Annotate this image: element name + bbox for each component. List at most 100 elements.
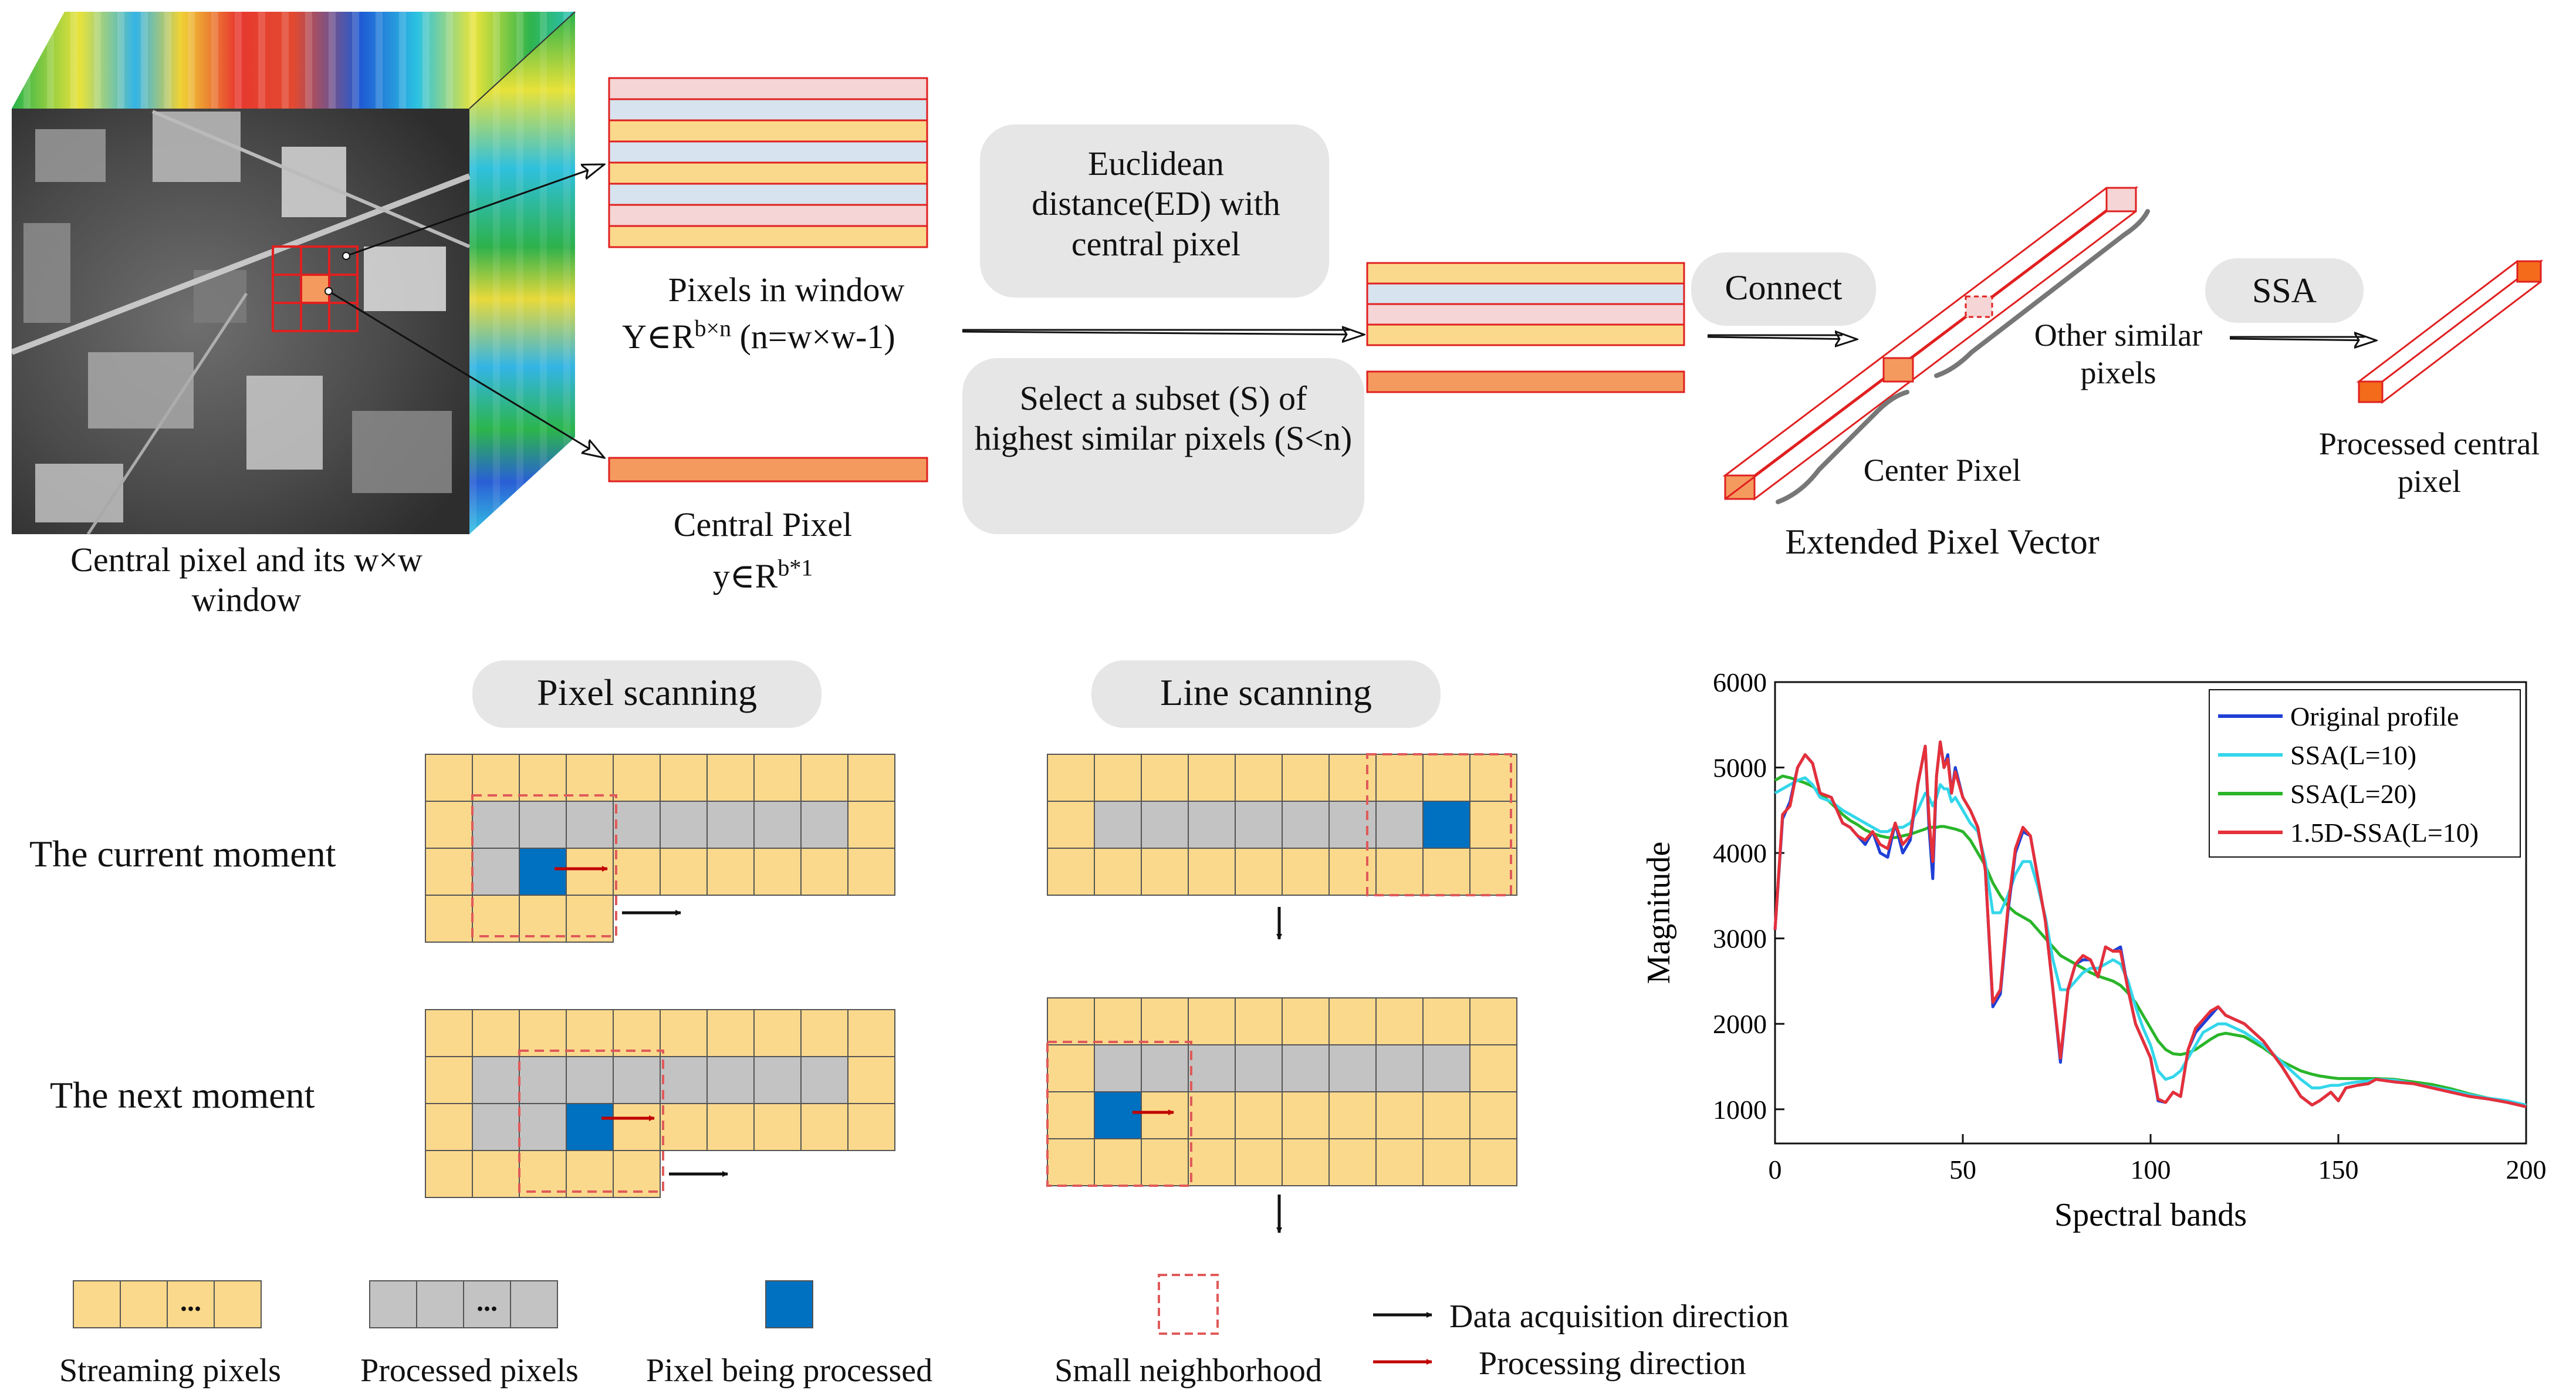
grid-cell — [1422, 1138, 1470, 1186]
grid-cell — [753, 848, 802, 896]
grid-cell — [1422, 848, 1470, 896]
grid-cell — [425, 1103, 473, 1151]
y-tick-label: 4000 — [1713, 838, 1767, 868]
line-scan-next-grid — [1047, 997, 1517, 1186]
grid-cell — [1141, 1091, 1189, 1139]
connect-pill — [1691, 252, 1876, 326]
central-pixel-bar — [608, 457, 928, 483]
grid-cell — [1422, 1091, 1470, 1139]
legend-processed-swatch — [369, 1280, 558, 1328]
grid-cell — [1235, 997, 1283, 1045]
grid-cell — [519, 895, 567, 943]
x-tick-label: 0 — [1769, 1155, 1782, 1185]
grid-cell — [425, 1009, 473, 1057]
grid-cell — [519, 801, 567, 849]
grid-cell — [1375, 801, 1424, 849]
legend-being-processed-label: Pixel being processed — [645, 1352, 933, 1389]
grid-cell — [706, 801, 755, 849]
grid-cell — [1328, 801, 1377, 849]
grid-cell — [1188, 754, 1236, 802]
connect-arrow — [1707, 337, 1857, 339]
cube-caption: Central pixel and its w×w window — [70, 541, 422, 619]
grid-cell — [1282, 848, 1330, 896]
grid-cell — [425, 801, 473, 849]
x-tick-label: 100 — [2131, 1155, 2171, 1185]
grid-cell — [425, 848, 473, 896]
grid-cell — [519, 1103, 567, 1151]
grid-cell — [1282, 754, 1330, 802]
window-formula-main: Y∈R — [622, 318, 695, 356]
legend-neighborhood-swatch — [1158, 1274, 1219, 1335]
y-tick-label: 6000 — [1713, 667, 1767, 697]
extended-vector-label: Extended Pixel Vector — [1785, 522, 2100, 561]
grid-cell — [613, 754, 661, 802]
legend-entry-3: 1.5D-SSA(L=10) — [2290, 818, 2479, 848]
grid-cell — [425, 1150, 473, 1198]
other-similar-label: Other similar pixels — [2034, 318, 2203, 390]
line-scanning-pill — [1091, 660, 1441, 728]
grid-cell — [472, 1150, 520, 1198]
grid-cell — [1141, 1044, 1189, 1092]
grid-cell — [706, 848, 755, 896]
grid-cell — [800, 848, 848, 896]
grid-cell — [1235, 848, 1283, 896]
line-scan-current-neighborhood — [1366, 753, 1512, 896]
pixel-scan-next-grid — [425, 1009, 895, 1198]
y-tick-label: 1000 — [1713, 1095, 1767, 1125]
grid-cell — [847, 1103, 895, 1151]
scan-grids — [425, 753, 1517, 1233]
series-line-2 — [1774, 774, 2527, 1108]
grid-cell — [566, 848, 614, 896]
legend-entry-1: SSA(L=10) — [2290, 740, 2416, 770]
grid-cell — [753, 801, 802, 849]
grid-cell — [800, 1103, 848, 1151]
subset-pixel-stack — [1366, 262, 1685, 346]
central-formula-sup: b*1 — [777, 554, 813, 581]
legend-processed-ellipsis: ... — [476, 1286, 498, 1317]
grid-cell — [660, 1009, 708, 1057]
grid-cell — [566, 1150, 614, 1198]
grid-cell — [1047, 997, 1095, 1045]
pixel-scan-current-grid — [425, 754, 895, 943]
grid-cell — [706, 1009, 755, 1057]
grid-cell — [472, 1009, 520, 1057]
center-pixel-label: Center Pixel — [1863, 453, 2021, 488]
grid-cell — [753, 1056, 802, 1104]
grid-cell — [1422, 997, 1470, 1045]
extended-pixel-vector — [1722, 185, 2139, 501]
legend-entry-2: SSA(L=20) — [2290, 779, 2416, 809]
grid-cell — [519, 1056, 567, 1104]
grid-cell — [1282, 1138, 1330, 1186]
next-moment-label: The next moment — [50, 1074, 315, 1116]
grid-cell — [1469, 1044, 1517, 1092]
grid-cell — [847, 754, 895, 802]
grid-cell — [1422, 801, 1470, 849]
central-formula: y∈Rb*1 — [599, 556, 927, 596]
grid-cell — [1094, 1138, 1142, 1186]
grid-cell — [613, 1150, 661, 1198]
grid-cell — [1422, 1044, 1470, 1092]
grid-cell — [1282, 997, 1330, 1045]
legend-entry-0: Original profile — [2290, 701, 2459, 731]
hyperspectral-cube — [11, 11, 576, 535]
ed-pill — [980, 124, 1329, 298]
grid-cell — [1188, 801, 1236, 849]
legend-streaming-swatch — [73, 1280, 262, 1328]
grid-cell — [472, 1056, 520, 1104]
grid-cell — [1375, 1091, 1424, 1139]
grid-cell — [1047, 1138, 1095, 1186]
grid-cell — [1188, 848, 1236, 896]
series-line-1 — [1774, 776, 2527, 1106]
grid-cell — [613, 848, 661, 896]
pixels-in-window-title: Pixels in window — [668, 271, 905, 309]
grid-cell — [1047, 754, 1095, 802]
grid-cell — [519, 754, 567, 802]
grid-cell — [613, 1056, 661, 1104]
legend-data-acq-label: Data acquisition direction — [1449, 1298, 1789, 1335]
ssa-pill — [2205, 258, 2364, 323]
grid-cell — [425, 895, 473, 943]
current-moment-label: The current moment — [29, 833, 336, 875]
central-formula-main: y∈R — [712, 557, 778, 595]
grid-cell — [566, 1056, 614, 1104]
